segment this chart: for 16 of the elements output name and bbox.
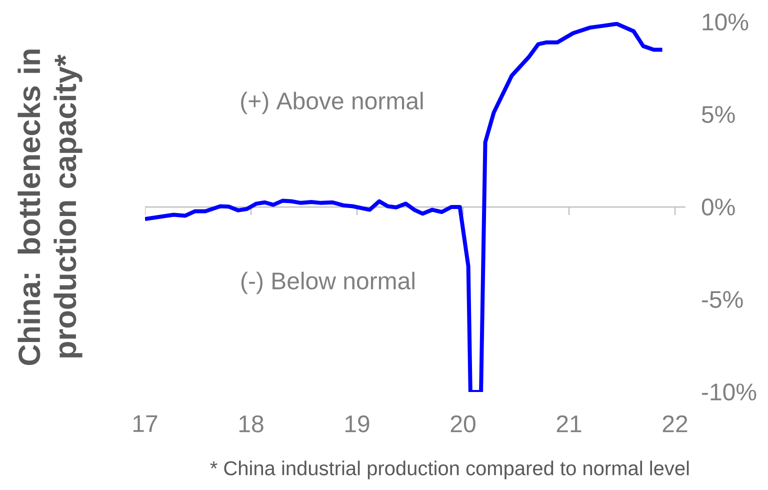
- annotation: (+) Above normal: [241, 92, 423, 114]
- x-tick-label: 20: [450, 415, 476, 432]
- line-series: [145, 22, 664, 392]
- x-tick-label: 17: [133, 415, 158, 432]
- y-tick-label: -5%: [702, 291, 743, 308]
- y-axis-title: China: bottlenecks in production capacity*: [18, 50, 82, 366]
- x-tick-label: 22: [662, 415, 688, 432]
- y-tick-label: 10%: [702, 13, 748, 30]
- x-tick-label: 21: [556, 415, 582, 432]
- x-tick-label: 18: [239, 415, 264, 432]
- y-tick-label: 5%: [702, 106, 735, 123]
- y-tick-label: 0%: [702, 198, 735, 216]
- text: * China industrial production compared to normal level: [210, 460, 689, 480]
- y-tick-label: -10%: [702, 383, 756, 400]
- x-tick-label: 19: [345, 415, 370, 432]
- annotation: (-) Below normal: [241, 272, 414, 294]
